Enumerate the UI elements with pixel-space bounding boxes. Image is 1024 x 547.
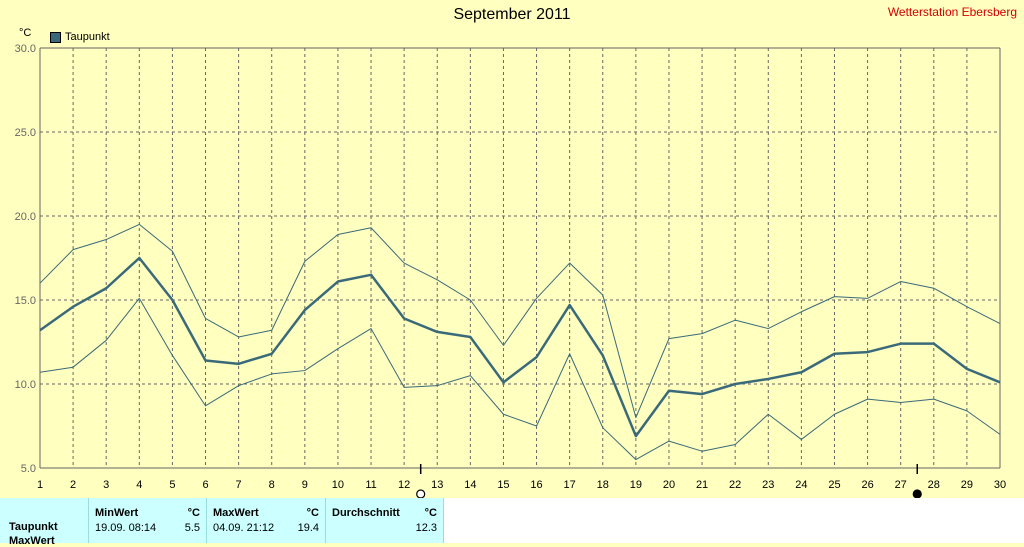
x-tick-label: 15	[497, 479, 509, 491]
y-axis-unit: °C	[19, 27, 32, 39]
y-tick-label: 15.0	[15, 295, 36, 307]
stats-min-col: MinWert °C 19.09. 08:14 5.5	[89, 498, 207, 543]
x-tick-label: 3	[103, 479, 109, 491]
x-tick-label: 20	[663, 479, 675, 491]
series-min-line	[39, 297, 1001, 461]
x-tick-label: 23	[762, 479, 774, 491]
station-name: Wetterstation Ebersberg	[887, 5, 1017, 19]
x-tick-label: 12	[398, 479, 410, 491]
x-tick-label: 1	[37, 479, 43, 491]
x-tick-label: 9	[302, 479, 308, 491]
x-tick-label: 16	[530, 479, 542, 491]
new-moon-icon	[912, 489, 922, 498]
grid	[40, 48, 1000, 468]
min-datetime: 19.09. 08:14	[95, 522, 157, 534]
max-unit: °C	[306, 507, 319, 519]
y-tick-label: 25.0	[15, 127, 36, 139]
x-tick-label: 11	[365, 479, 376, 491]
x-tick-label: 10	[332, 479, 344, 491]
series-max-line	[39, 223, 1001, 419]
chart-title: September 2011	[453, 6, 571, 23]
full-moon-icon	[416, 489, 426, 498]
max-value: 19.4	[297, 522, 319, 534]
y-tick-label: 5.0	[21, 463, 36, 475]
legend-label: Taupunkt	[65, 31, 110, 43]
y-tick-label: 10.0	[15, 379, 36, 391]
x-tick-label: 7	[236, 479, 242, 491]
legend: Taupunkt	[50, 31, 110, 43]
moon-phases	[416, 464, 922, 498]
y-tick-label: 20.0	[15, 211, 36, 223]
stats-table: Taupunkt MaxWert MinWert °C 19.09. 08:14…	[0, 498, 444, 547]
min-unit: °C	[187, 507, 200, 519]
x-tick-label: 18	[597, 479, 609, 491]
x-tick-label: 30	[994, 479, 1006, 491]
avg-header: Durchschnitt	[332, 507, 400, 519]
series	[39, 223, 1001, 461]
legend-swatch	[50, 31, 61, 43]
x-tick-label: 24	[795, 479, 807, 491]
x-tick-label: 2	[70, 479, 76, 491]
series-mean-line	[39, 256, 1001, 438]
stats-label-col: Taupunkt MaxWert	[0, 498, 89, 547]
max-datetime: 04.09. 21:12	[213, 522, 275, 534]
x-tick-label: 27	[895, 479, 907, 491]
chart-plot: 5.010.015.020.025.030.01 2 3 4 5 6 7 8 9 10 11 12 13…	[15, 43, 1007, 498]
min-header: MinWert	[95, 507, 139, 519]
x-tick-label: 21	[696, 479, 708, 491]
x-tick-label: 4	[136, 479, 142, 491]
avg-unit: °C	[424, 507, 437, 519]
x-tick-label: 5	[169, 479, 175, 491]
min-value: 5.5	[184, 522, 200, 534]
stats-max-col: MaxWert °C 04.09. 21:12 19.4	[207, 498, 326, 543]
max-header: MaxWert	[213, 507, 259, 519]
stats-panel: Taupunkt MaxWert MinWert °C 19.09. 08:14…	[0, 498, 1024, 547]
x-tick-label: 26	[861, 479, 873, 491]
x-tick-label: 29	[961, 479, 973, 491]
x-tick-label: 22	[729, 479, 741, 491]
x-tick-label: 25	[828, 479, 840, 491]
stats-row-label-2: MaxWert	[9, 535, 55, 547]
avg-value: 12.3	[415, 522, 437, 534]
x-tick-label: 8	[269, 479, 275, 491]
x-tick-label: 28	[928, 479, 940, 491]
y-tick-label: 30.0	[15, 43, 36, 55]
axes: 5.010.015.020.025.030.01 2 3 4 5 6 7 8 9 10 11 12 13…	[15, 43, 1007, 491]
x-tick-label: 19	[630, 479, 642, 491]
stats-row-label: Taupunkt	[9, 521, 58, 533]
stats-avg-col: Durchschnitt °C 12.3	[326, 498, 444, 543]
x-tick-label: 17	[564, 479, 576, 491]
x-tick-label: 6	[202, 479, 208, 491]
x-tick-label: 13	[431, 479, 443, 491]
x-tick-label: 14	[464, 479, 476, 491]
